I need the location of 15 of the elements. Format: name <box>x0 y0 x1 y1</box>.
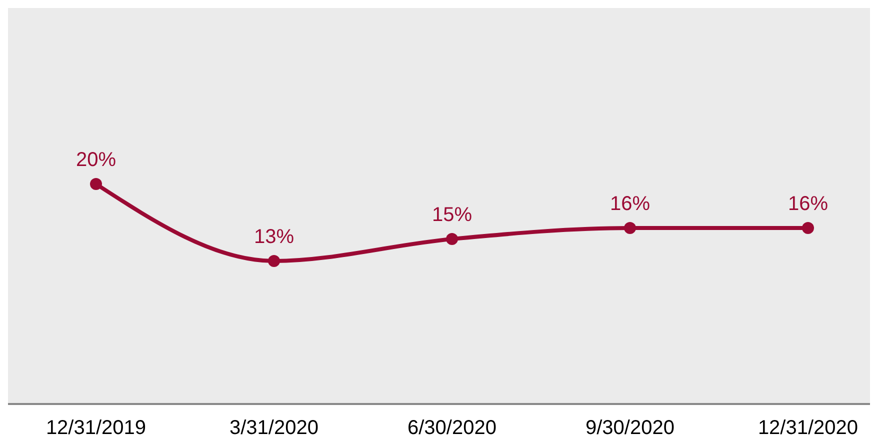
data-label: 16% <box>610 193 650 215</box>
data-label: 15% <box>432 204 472 226</box>
point <box>90 178 102 190</box>
point <box>624 222 636 234</box>
x-tick-label: 9/30/2020 <box>586 417 674 440</box>
x-tick-label: 6/30/2020 <box>408 417 496 440</box>
point <box>446 233 458 245</box>
x-tick-label: 12/31/2020 <box>758 417 858 440</box>
data-label: 13% <box>254 226 294 248</box>
x-tick-label: 12/31/2019 <box>46 417 146 440</box>
point <box>802 222 814 234</box>
data-label: 20% <box>76 149 116 171</box>
point <box>268 255 280 267</box>
data-label: 16% <box>788 193 828 215</box>
x-tick-label: 3/31/2020 <box>230 417 318 440</box>
